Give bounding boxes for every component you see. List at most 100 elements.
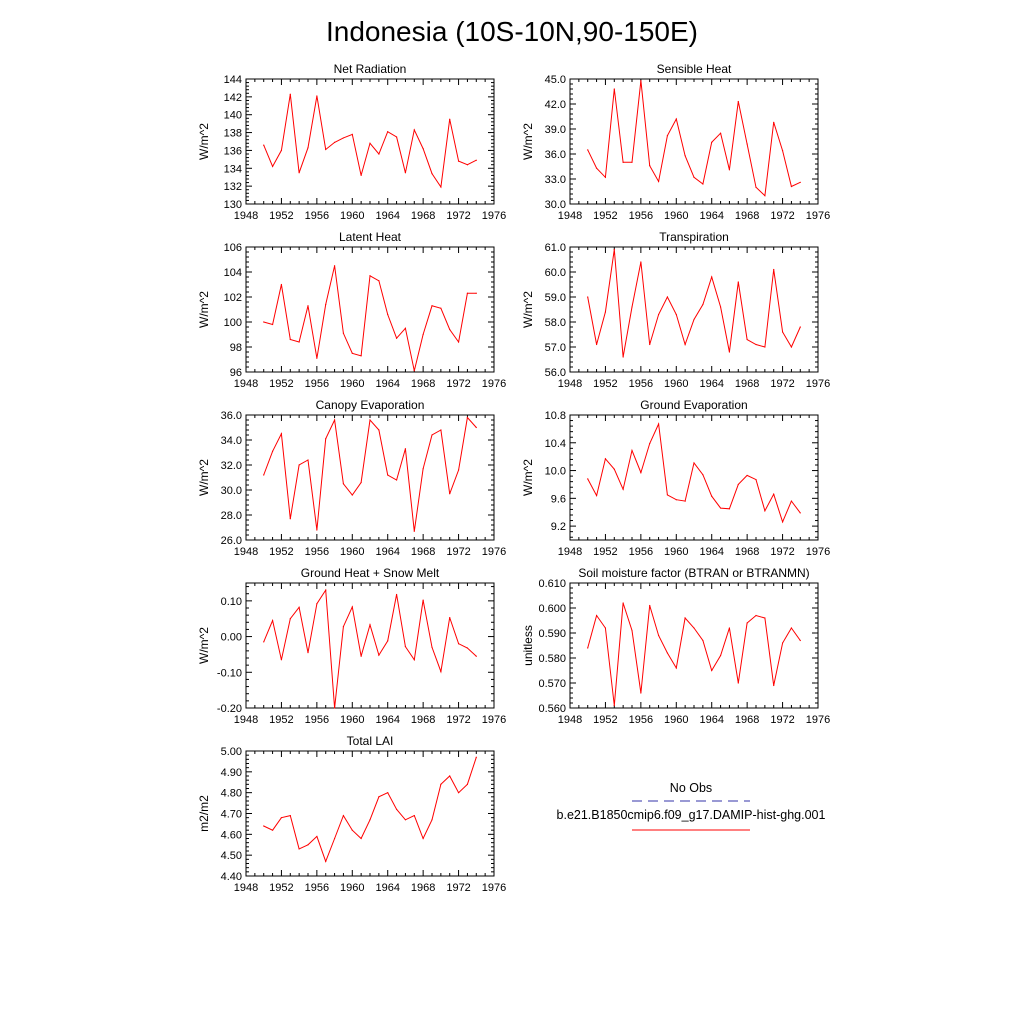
data-point — [440, 670, 442, 673]
data-point — [719, 306, 722, 308]
y-tick-label: 30.0 — [545, 199, 566, 211]
data-point — [799, 512, 801, 514]
x-tick-label: 1948 — [234, 882, 258, 894]
data-point — [657, 313, 660, 316]
data-point — [649, 165, 651, 167]
x-tick-label: 1956 — [629, 210, 653, 222]
data-point — [280, 817, 283, 819]
y-axis-label: m2/m2 — [197, 795, 211, 832]
data-point — [298, 606, 300, 608]
data-point — [307, 844, 309, 846]
x-tick-label: 1956 — [305, 714, 329, 726]
x-tick-label: 1968 — [411, 378, 435, 390]
y-tick-label: 9.2 — [551, 521, 566, 533]
data-point — [316, 95, 318, 97]
data-point — [702, 639, 704, 642]
data-point — [764, 195, 766, 197]
data-point — [351, 606, 353, 608]
x-tick-label: 1956 — [629, 714, 653, 726]
data-point — [280, 283, 283, 286]
y-tick-label: 4.80 — [221, 788, 242, 800]
data-point — [413, 659, 415, 661]
x-tick-label: 1972 — [446, 546, 470, 558]
data-point — [746, 474, 748, 477]
data-point — [728, 351, 731, 353]
data-point — [711, 141, 713, 143]
data-point — [457, 469, 460, 471]
x-tick-label: 1948 — [558, 210, 582, 222]
x-tick-label: 1952 — [269, 882, 293, 894]
data-point — [333, 265, 336, 267]
data-point — [475, 655, 477, 657]
data-point — [316, 529, 318, 531]
data-point — [790, 185, 793, 188]
data-point — [342, 625, 345, 628]
data-point — [289, 338, 291, 341]
data-point — [684, 343, 686, 346]
y-tick-label: 32.0 — [221, 460, 242, 472]
data-point — [404, 645, 407, 648]
x-tick-label: 1964 — [375, 546, 399, 558]
data-point — [587, 149, 589, 151]
data-point — [333, 837, 336, 840]
data-point — [289, 814, 291, 817]
data-point — [325, 148, 327, 151]
data-point — [449, 328, 451, 331]
y-tick-label: 36.0 — [221, 410, 242, 422]
panel-title: Latent Heat — [339, 230, 402, 244]
data-point — [378, 153, 380, 155]
x-tick-label: 1960 — [340, 378, 364, 390]
y-axis-label: W/m^2 — [197, 123, 211, 160]
panel-title: Ground Heat + Snow Melt — [301, 566, 440, 580]
data-point — [431, 646, 433, 648]
data-point — [263, 825, 265, 827]
y-tick-label: 30.0 — [221, 485, 242, 497]
data-point — [684, 155, 686, 157]
x-tick-label: 1968 — [411, 210, 435, 222]
data-point — [333, 419, 336, 421]
data-point — [289, 93, 291, 95]
data-point — [378, 429, 380, 431]
panel-sensible-heat: Sensible Heat 1948 1952 1956 1960 1964 1968 197… — [521, 62, 830, 222]
x-tick-label: 1968 — [735, 378, 759, 390]
y-tick-label: 4.90 — [221, 767, 242, 779]
x-tick-label: 1960 — [340, 546, 364, 558]
data-point — [764, 510, 766, 512]
data-point — [413, 814, 415, 817]
panel-title: Total LAI — [347, 734, 394, 748]
data-point — [755, 186, 757, 188]
x-tick-label: 1972 — [770, 210, 794, 222]
data-point — [746, 622, 748, 624]
x-tick-label: 1964 — [699, 378, 723, 390]
y-tick-label: 0.00 — [221, 632, 242, 644]
data-point — [431, 173, 433, 175]
x-tick-label: 1968 — [411, 546, 435, 558]
data-point — [360, 174, 362, 177]
data-point — [378, 796, 380, 798]
y-tick-label: 100 — [224, 317, 242, 329]
x-tick-label: 1964 — [699, 714, 723, 726]
x-tick-label: 1968 — [735, 714, 759, 726]
data-point — [431, 434, 433, 436]
data-point — [773, 684, 775, 687]
y-tick-label: 58.0 — [545, 317, 566, 329]
x-tick-label: 1948 — [234, 546, 258, 558]
data-point — [684, 500, 686, 502]
x-tick-label: 1960 — [664, 378, 688, 390]
data-point — [604, 311, 607, 313]
data-point — [711, 669, 713, 672]
y-tick-label: 36.0 — [545, 149, 566, 161]
data-point — [466, 292, 469, 294]
y-tick-label: 138 — [224, 128, 242, 140]
y-tick-label: 104 — [224, 267, 242, 279]
data-point — [307, 147, 309, 149]
x-tick-label: 1976 — [482, 882, 506, 894]
x-tick-label: 1968 — [411, 714, 435, 726]
data-point — [457, 643, 460, 645]
x-tick-label: 1964 — [375, 210, 399, 222]
x-tick-label: 1952 — [269, 210, 293, 222]
data-point — [684, 617, 686, 619]
y-tick-label: 0.610 — [538, 578, 566, 590]
data-point — [737, 682, 739, 684]
data-point — [307, 305, 309, 307]
